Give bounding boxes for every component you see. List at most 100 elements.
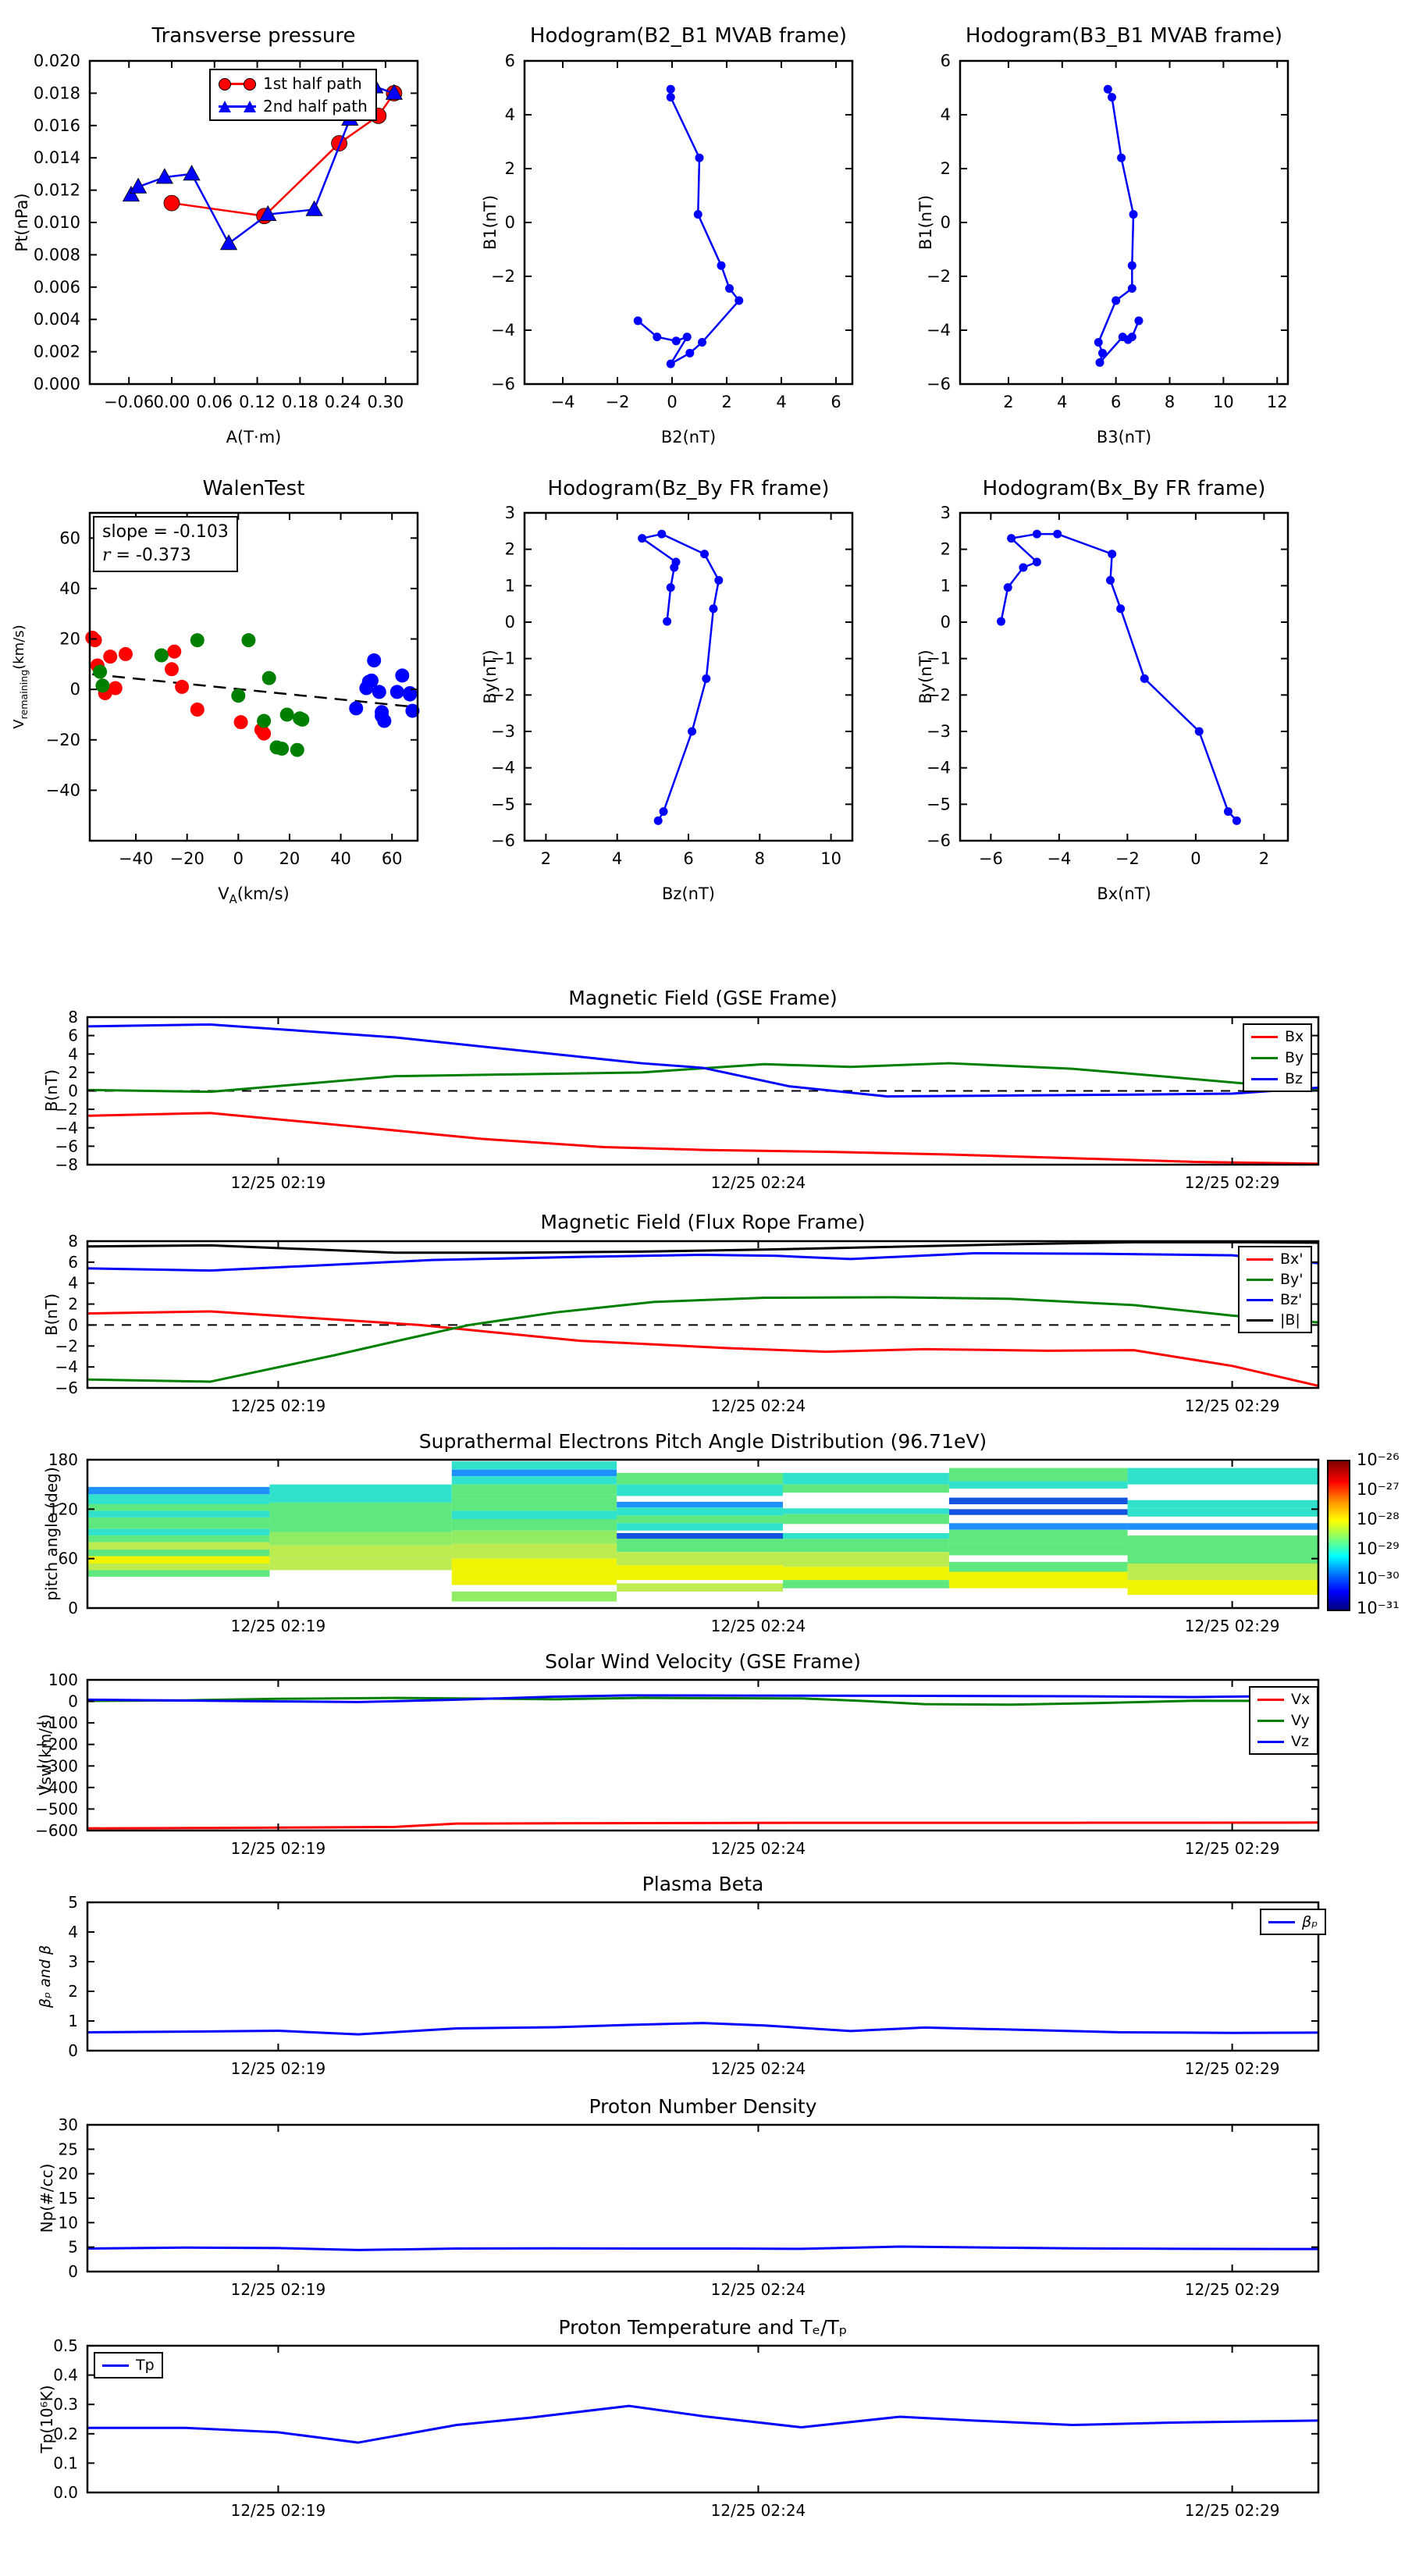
svg-text:2: 2 xyxy=(1003,393,1013,411)
svg-text:−6: −6 xyxy=(491,375,515,393)
svg-text:−40: −40 xyxy=(46,781,80,799)
plot-title-hodogram-bxby: Hodogram(Bx_By FR frame) xyxy=(982,477,1266,500)
pitch-angle-axes: 12/25 02:19 12/25 02:24 12/25 02:29 0 60 120 1… xyxy=(48,1450,1320,1635)
plasma-beta-ylabel: βₚ and β xyxy=(37,1944,54,2008)
svg-text:0: 0 xyxy=(70,680,80,699)
svg-text:−2: −2 xyxy=(606,393,630,411)
svg-text:4: 4 xyxy=(68,1274,78,1293)
svg-text:20: 20 xyxy=(59,2165,78,2183)
svg-text:2: 2 xyxy=(941,159,951,178)
svg-text:−1: −1 xyxy=(927,649,951,668)
plot-title-transverse-pressure: Transverse pressure xyxy=(151,24,356,48)
legend-item-vy: Vy xyxy=(1257,1712,1310,1729)
svg-text:−20: −20 xyxy=(46,731,80,749)
svg-text:0.004: 0.004 xyxy=(34,310,80,329)
svg-text:20: 20 xyxy=(279,849,301,868)
green-line-swatch xyxy=(1257,1714,1284,1727)
svg-text:6: 6 xyxy=(1111,393,1121,411)
svg-text:−2: −2 xyxy=(1115,849,1140,868)
panel-title-solar-wind: Solar Wind Velocity (GSE Frame) xyxy=(545,1650,861,1673)
svg-text:8: 8 xyxy=(68,1008,78,1026)
legend-transverse: 1st half path 2nd half path xyxy=(209,69,377,121)
svg-text:0: 0 xyxy=(505,213,515,232)
svg-text:12/25 02:19: 12/25 02:19 xyxy=(231,1617,326,1635)
svg-text:−3: −3 xyxy=(491,722,515,741)
svg-text:0: 0 xyxy=(68,1599,78,1617)
legend-item-bx-prime: Bx' xyxy=(1247,1251,1304,1268)
svg-text:8: 8 xyxy=(755,849,765,868)
svg-text:3: 3 xyxy=(505,503,515,522)
svg-text:−4: −4 xyxy=(927,759,951,777)
legend-item-tp: Tp xyxy=(102,2357,155,2374)
blue-line-swatch xyxy=(102,2359,129,2371)
svg-text:0.2: 0.2 xyxy=(53,2425,78,2443)
svg-text:0.014: 0.014 xyxy=(34,148,80,167)
svg-text:0.18: 0.18 xyxy=(282,393,318,411)
svg-text:−40: −40 xyxy=(119,849,153,868)
svg-text:0.002: 0.002 xyxy=(34,343,80,361)
panel-title-plasma-beta: Plasma Beta xyxy=(642,1873,764,1895)
svg-text:−500: −500 xyxy=(35,1799,78,1818)
gse-axes: 12/25 02:19 12/25 02:24 12/25 02:29 8 6 4 2 0 −2… xyxy=(55,1008,1320,1192)
svg-text:−0.06: −0.06 xyxy=(104,393,154,411)
svg-text:40: 40 xyxy=(59,579,80,598)
svg-text:2: 2 xyxy=(505,540,515,559)
svg-text:12/25 02:29: 12/25 02:29 xyxy=(1185,1839,1280,1858)
svg-text:60: 60 xyxy=(382,849,403,868)
svg-text:0.00: 0.00 xyxy=(154,393,190,411)
svg-text:15: 15 xyxy=(59,2189,78,2208)
svg-text:12/25 02:19: 12/25 02:19 xyxy=(231,2280,326,2299)
svg-text:−2: −2 xyxy=(55,1100,78,1119)
svg-text:3: 3 xyxy=(941,503,951,522)
svg-text:6: 6 xyxy=(683,849,693,868)
green-line-swatch xyxy=(1251,1051,1278,1064)
svg-text:8: 8 xyxy=(68,1232,78,1251)
svg-text:0: 0 xyxy=(68,2262,78,2281)
svg-text:1: 1 xyxy=(68,2012,78,2030)
svg-text:0: 0 xyxy=(233,849,244,868)
svg-text:2: 2 xyxy=(68,1063,78,1082)
proton-temperature-ylabel: Tp(10⁶K) xyxy=(37,2385,56,2453)
svg-text:6: 6 xyxy=(68,1026,78,1045)
svg-text:12/25 02:24: 12/25 02:24 xyxy=(711,2280,806,2299)
svg-text:25: 25 xyxy=(59,2140,78,2158)
blue-triangle-line-swatch xyxy=(219,100,256,112)
panel-title-proton-density: Proton Number Density xyxy=(589,2095,817,2118)
svg-text:−4: −4 xyxy=(55,1357,78,1376)
svg-text:−2: −2 xyxy=(55,1336,78,1355)
svg-text:0: 0 xyxy=(941,213,951,232)
svg-text:−4: −4 xyxy=(55,1119,78,1137)
panel-title-pitch-angle: Suprathermal Electrons Pitch Angle Distr… xyxy=(418,1430,987,1453)
svg-text:0: 0 xyxy=(68,1692,78,1711)
blue-line-swatch xyxy=(1251,1073,1278,1085)
proton-density-ylabel: Np(#/cc) xyxy=(37,2163,56,2233)
legend-item-bx: Bx xyxy=(1251,1028,1304,1045)
svg-text:1: 1 xyxy=(941,576,951,595)
svg-text:0.008: 0.008 xyxy=(34,245,80,264)
green-line-swatch xyxy=(1247,1273,1273,1286)
hodogram-b3b1-xlabel: B3(nT) xyxy=(1096,428,1152,447)
legend-item-2nd-half-path: 2nd half path xyxy=(219,97,368,116)
svg-text:4: 4 xyxy=(68,1044,78,1063)
svg-text:2: 2 xyxy=(541,849,551,868)
gse-ylabel: B(nT) xyxy=(42,1069,61,1112)
svg-text:−4: −4 xyxy=(927,321,951,340)
svg-text:−3: −3 xyxy=(927,722,951,741)
svg-text:−4: −4 xyxy=(1047,849,1071,868)
svg-text:100: 100 xyxy=(48,1670,78,1689)
svg-text:−2: −2 xyxy=(927,267,951,286)
svg-text:4: 4 xyxy=(68,1923,78,1941)
transverse-ylabel: Pt(nPa) xyxy=(12,193,31,252)
proton-density-axes: 12/25 02:19 12/25 02:24 12/25 02:29 0 5 10 15 2… xyxy=(59,2115,1320,2299)
svg-text:40: 40 xyxy=(330,849,351,868)
blue-line-swatch xyxy=(1247,1293,1273,1306)
svg-text:0.3: 0.3 xyxy=(53,2395,78,2414)
black-line-swatch xyxy=(1247,1314,1273,1326)
svg-text:−6: −6 xyxy=(491,831,515,850)
svg-text:0: 0 xyxy=(68,2041,78,2060)
svg-text:−6: −6 xyxy=(55,1379,78,1397)
svg-text:6: 6 xyxy=(831,393,841,411)
svg-text:−20: −20 xyxy=(170,849,205,868)
svg-text:2: 2 xyxy=(505,159,515,178)
svg-text:12: 12 xyxy=(1267,393,1288,411)
